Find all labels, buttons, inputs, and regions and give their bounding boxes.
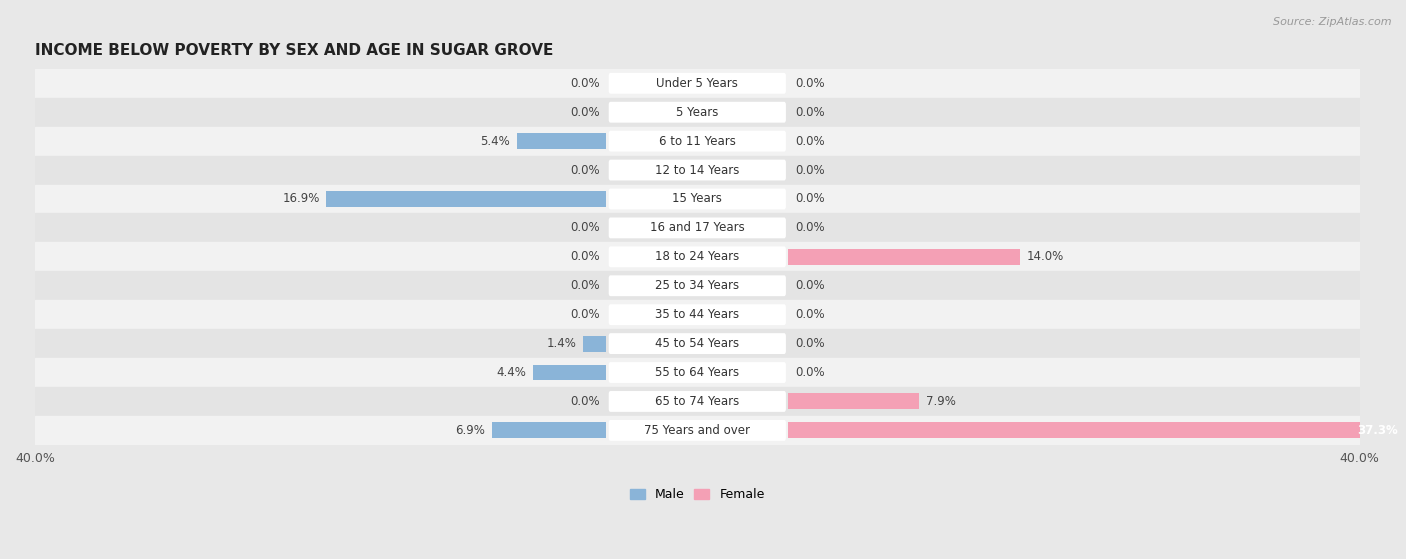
FancyBboxPatch shape: [609, 188, 786, 210]
Text: 5.4%: 5.4%: [481, 135, 510, 148]
Bar: [517, 133, 606, 149]
FancyBboxPatch shape: [609, 391, 786, 412]
Bar: [35, 98, 1360, 127]
Text: 37.3%: 37.3%: [1357, 424, 1398, 437]
Text: 55 to 64 Years: 55 to 64 Years: [655, 366, 740, 379]
Text: 0.0%: 0.0%: [569, 164, 599, 177]
Text: 16.9%: 16.9%: [283, 192, 319, 206]
Bar: [35, 69, 1360, 98]
FancyBboxPatch shape: [609, 247, 786, 267]
Text: 0.0%: 0.0%: [569, 77, 599, 90]
Text: 14.0%: 14.0%: [1026, 250, 1064, 263]
Text: 0.0%: 0.0%: [794, 337, 825, 350]
FancyBboxPatch shape: [609, 73, 786, 94]
FancyBboxPatch shape: [609, 333, 786, 354]
Bar: [326, 191, 606, 207]
Text: 0.0%: 0.0%: [794, 106, 825, 119]
Text: Under 5 Years: Under 5 Years: [657, 77, 738, 90]
Bar: [35, 329, 1360, 358]
Bar: [35, 127, 1360, 155]
Bar: [35, 300, 1360, 329]
Text: 0.0%: 0.0%: [569, 308, 599, 321]
Bar: [35, 387, 1360, 416]
Text: 45 to 54 Years: 45 to 54 Years: [655, 337, 740, 350]
FancyBboxPatch shape: [609, 102, 786, 122]
Bar: [35, 155, 1360, 184]
Text: 6.9%: 6.9%: [456, 424, 485, 437]
Text: 25 to 34 Years: 25 to 34 Years: [655, 280, 740, 292]
FancyBboxPatch shape: [609, 304, 786, 325]
Bar: [789, 394, 920, 409]
Text: 5 Years: 5 Years: [676, 106, 718, 119]
Text: Source: ZipAtlas.com: Source: ZipAtlas.com: [1274, 17, 1392, 27]
Text: 0.0%: 0.0%: [794, 308, 825, 321]
Text: 0.0%: 0.0%: [569, 106, 599, 119]
Text: 4.4%: 4.4%: [496, 366, 527, 379]
FancyBboxPatch shape: [609, 160, 786, 181]
Bar: [35, 184, 1360, 214]
Text: 0.0%: 0.0%: [794, 135, 825, 148]
Text: 0.0%: 0.0%: [569, 280, 599, 292]
Text: 65 to 74 Years: 65 to 74 Years: [655, 395, 740, 408]
Bar: [789, 423, 1406, 438]
Text: 12 to 14 Years: 12 to 14 Years: [655, 164, 740, 177]
Text: 1.4%: 1.4%: [547, 337, 576, 350]
FancyBboxPatch shape: [609, 420, 786, 441]
Bar: [35, 243, 1360, 271]
FancyBboxPatch shape: [609, 276, 786, 296]
Text: 0.0%: 0.0%: [569, 395, 599, 408]
Text: 35 to 44 Years: 35 to 44 Years: [655, 308, 740, 321]
Bar: [35, 358, 1360, 387]
Text: 75 Years and over: 75 Years and over: [644, 424, 751, 437]
Bar: [583, 335, 606, 352]
Text: 0.0%: 0.0%: [794, 221, 825, 234]
Text: 0.0%: 0.0%: [569, 250, 599, 263]
Text: 0.0%: 0.0%: [794, 192, 825, 206]
Text: 0.0%: 0.0%: [794, 280, 825, 292]
Text: 0.0%: 0.0%: [794, 164, 825, 177]
Text: 16 and 17 Years: 16 and 17 Years: [650, 221, 745, 234]
Text: 0.0%: 0.0%: [794, 77, 825, 90]
Text: 6 to 11 Years: 6 to 11 Years: [659, 135, 735, 148]
Legend: Male, Female: Male, Female: [624, 483, 770, 506]
Bar: [35, 214, 1360, 243]
Bar: [35, 271, 1360, 300]
FancyBboxPatch shape: [609, 362, 786, 383]
FancyBboxPatch shape: [609, 131, 786, 151]
Text: INCOME BELOW POVERTY BY SEX AND AGE IN SUGAR GROVE: INCOME BELOW POVERTY BY SEX AND AGE IN S…: [35, 43, 554, 58]
Bar: [35, 416, 1360, 445]
Text: 7.9%: 7.9%: [925, 395, 956, 408]
Bar: [533, 364, 606, 381]
Text: 15 Years: 15 Years: [672, 192, 723, 206]
FancyBboxPatch shape: [609, 217, 786, 238]
Bar: [789, 249, 1021, 265]
Text: 0.0%: 0.0%: [794, 366, 825, 379]
Text: 0.0%: 0.0%: [569, 221, 599, 234]
Text: 18 to 24 Years: 18 to 24 Years: [655, 250, 740, 263]
Bar: [492, 423, 606, 438]
